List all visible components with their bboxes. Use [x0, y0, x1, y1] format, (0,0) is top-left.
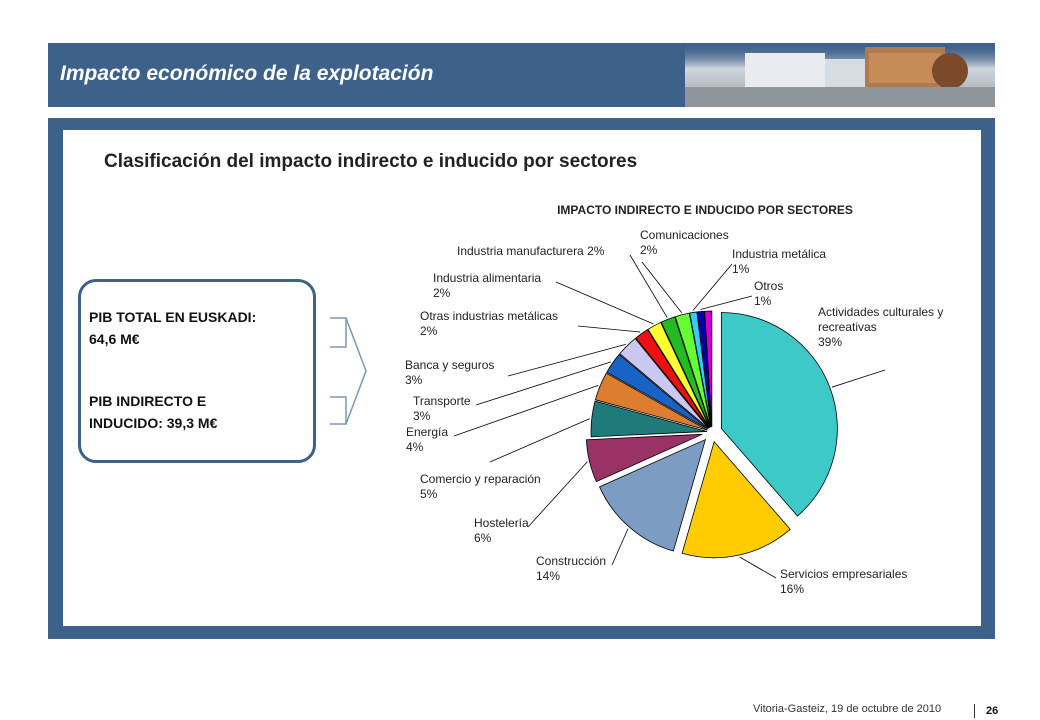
header-banner: Impacto económico de la explotación	[48, 43, 995, 107]
pie-slice-energ-a	[594, 372, 708, 431]
leader-line	[641, 261, 683, 314]
pie-slice-servicios-empresariales	[681, 440, 791, 559]
pie-slice-banca-y-seguros	[619, 337, 709, 429]
leader-line	[489, 418, 590, 463]
slice-label: Servicios empresariales 16%	[780, 567, 907, 596]
slice-label: Construcción 14%	[536, 554, 606, 583]
footer-date: Vitoria-Gasteiz, 19 de octubre de 2010	[753, 703, 942, 715]
slice-label: Hostelería 6%	[474, 516, 529, 545]
leader-line	[700, 295, 753, 310]
leader-line	[555, 281, 654, 325]
pie-slice-unlabeled	[704, 310, 713, 428]
pie-slice-actividades-culturales-y-recreativas	[720, 312, 838, 517]
pib-summary-box	[78, 279, 316, 463]
pie-slice-construcci-n	[598, 438, 707, 552]
pie-slice-otras-industrias-met-licas	[635, 329, 710, 429]
slice-label: Industria alimentaria 2%	[433, 271, 541, 300]
page-number: 26	[986, 705, 999, 717]
pie-slice-comercio-y-reparaci-n	[590, 400, 708, 438]
leader-line	[831, 369, 886, 388]
pie-slice-comunicaciones	[674, 312, 712, 428]
pib-total-label: PIB TOTAL EN EUSKADI:	[89, 309, 257, 325]
footer-divider	[974, 704, 975, 718]
leader-line	[692, 263, 733, 311]
slice-label: Transporte 3%	[413, 394, 471, 423]
leader-line	[611, 528, 629, 566]
pib-total-value: 64,6 M€	[89, 331, 140, 347]
slice-label: Otros 1%	[754, 279, 783, 308]
slice-label: Comercio y reparación 5%	[420, 472, 541, 501]
leader-line	[453, 384, 599, 437]
leader-line	[527, 461, 588, 528]
slice-label: Energía 4%	[406, 425, 448, 454]
leader-line	[475, 361, 612, 406]
building-photo	[685, 43, 995, 107]
slice-label: Otras industrias metálicas 2%	[420, 309, 558, 338]
slice-label: Industria metálica 1%	[732, 247, 826, 276]
leader-line	[577, 325, 641, 333]
pie-slice-transporte	[606, 353, 709, 430]
pie-slice-hosteler-a	[585, 433, 703, 483]
pib-indirect-label: PIB INDIRECTO E	[89, 393, 207, 409]
section-subtitle: Clasificación del impacto indirecto e in…	[104, 151, 638, 172]
leader-line	[739, 556, 777, 579]
leader-line	[629, 254, 668, 318]
slice-label: Industria manufacturera 2%	[457, 244, 605, 258]
bracket-arrow-icon	[330, 317, 367, 425]
slice-label: Banca y seguros 3%	[405, 358, 494, 387]
slice-label: Comunicaciones 2%	[640, 228, 729, 257]
chart-title: IMPACTO INDIRECTO E INDUCIDO POR SECTORE…	[557, 203, 853, 217]
pie-slice-industria-manufacturera	[660, 316, 711, 428]
header-title: Impacto económico de la explotación	[60, 62, 434, 85]
pib-indirect-value: INDUCIDO: 39,3 M€	[89, 415, 218, 431]
slice-label: Actividades culturales y recreativas 39%	[818, 305, 943, 349]
pie-slice-industria-alimentaria	[647, 321, 710, 428]
leader-line	[507, 343, 626, 377]
